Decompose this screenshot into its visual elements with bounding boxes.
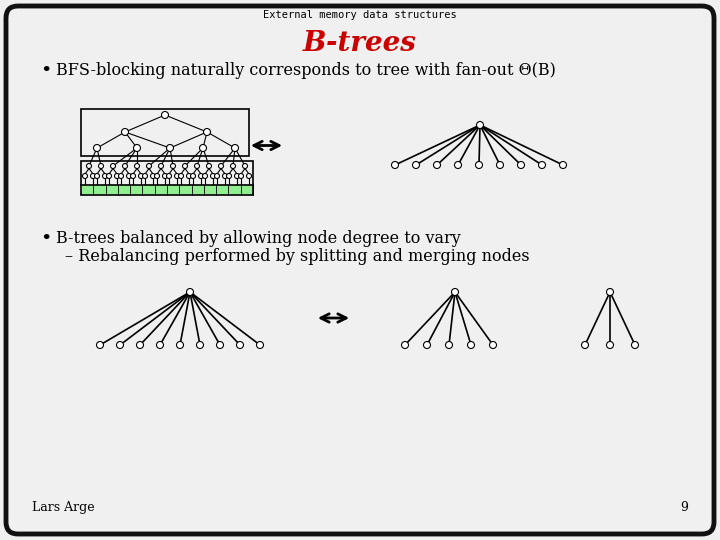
Circle shape xyxy=(102,173,107,179)
Circle shape xyxy=(186,173,192,179)
Circle shape xyxy=(451,288,459,295)
Circle shape xyxy=(94,173,99,179)
Circle shape xyxy=(215,173,220,179)
Circle shape xyxy=(246,173,251,179)
Circle shape xyxy=(197,341,204,348)
Circle shape xyxy=(218,164,223,168)
Text: B-trees balanced by allowing node degree to vary: B-trees balanced by allowing node degree… xyxy=(56,230,461,247)
Circle shape xyxy=(186,288,194,295)
FancyBboxPatch shape xyxy=(6,6,714,534)
Circle shape xyxy=(166,145,174,152)
Circle shape xyxy=(94,145,101,152)
Circle shape xyxy=(631,341,639,348)
Circle shape xyxy=(606,288,613,295)
Circle shape xyxy=(127,173,132,179)
Circle shape xyxy=(191,173,196,179)
Text: – Rebalancing performed by splitting and merging nodes: – Rebalancing performed by splitting and… xyxy=(65,248,530,265)
Circle shape xyxy=(143,173,148,179)
Text: BFS-blocking naturally corresponds to tree with fan-out Θ(B): BFS-blocking naturally corresponds to tr… xyxy=(56,62,556,79)
Circle shape xyxy=(179,173,184,179)
Text: External memory data structures: External memory data structures xyxy=(263,10,457,20)
Circle shape xyxy=(467,341,474,348)
Circle shape xyxy=(119,173,124,179)
Circle shape xyxy=(161,111,168,118)
Bar xyxy=(82,185,252,195)
Circle shape xyxy=(236,341,243,348)
Circle shape xyxy=(114,173,120,179)
Circle shape xyxy=(202,173,207,179)
Circle shape xyxy=(392,161,398,168)
Text: Lars Arge: Lars Arge xyxy=(32,501,94,514)
Circle shape xyxy=(137,341,143,348)
Circle shape xyxy=(210,173,215,179)
Circle shape xyxy=(222,173,228,179)
Circle shape xyxy=(117,341,124,348)
Circle shape xyxy=(182,164,187,168)
Circle shape xyxy=(243,164,248,168)
Circle shape xyxy=(96,341,104,348)
Circle shape xyxy=(490,341,497,348)
Circle shape xyxy=(199,173,204,179)
Circle shape xyxy=(122,129,128,136)
Circle shape xyxy=(174,173,179,179)
Circle shape xyxy=(122,164,127,168)
Circle shape xyxy=(107,173,112,179)
Circle shape xyxy=(150,173,156,179)
Circle shape xyxy=(91,173,96,179)
Text: •: • xyxy=(40,230,51,248)
Circle shape xyxy=(238,173,243,179)
Bar xyxy=(81,109,249,156)
Bar xyxy=(81,161,253,194)
Circle shape xyxy=(446,341,452,348)
Circle shape xyxy=(133,145,140,152)
Circle shape xyxy=(138,173,143,179)
Circle shape xyxy=(199,145,207,152)
Circle shape xyxy=(227,173,232,179)
Circle shape xyxy=(232,145,238,152)
Circle shape xyxy=(135,164,140,168)
Circle shape xyxy=(606,341,613,348)
Circle shape xyxy=(207,164,212,168)
Circle shape xyxy=(166,173,171,179)
Circle shape xyxy=(217,341,223,348)
Circle shape xyxy=(86,164,91,168)
Circle shape xyxy=(99,164,104,168)
Text: 9: 9 xyxy=(680,501,688,514)
Circle shape xyxy=(433,161,441,168)
Circle shape xyxy=(110,164,115,168)
Circle shape xyxy=(156,341,163,348)
Circle shape xyxy=(171,164,176,168)
Circle shape xyxy=(130,173,135,179)
Circle shape xyxy=(235,173,240,179)
Circle shape xyxy=(204,129,210,136)
Circle shape xyxy=(477,122,484,129)
Circle shape xyxy=(423,341,431,348)
Circle shape xyxy=(155,173,160,179)
Circle shape xyxy=(454,161,462,168)
Circle shape xyxy=(475,161,482,168)
Circle shape xyxy=(83,173,88,179)
Circle shape xyxy=(559,161,567,168)
Circle shape xyxy=(163,173,168,179)
Circle shape xyxy=(158,164,163,168)
Circle shape xyxy=(539,161,546,168)
Text: •: • xyxy=(40,62,51,80)
Circle shape xyxy=(582,341,588,348)
Circle shape xyxy=(256,341,264,348)
Circle shape xyxy=(402,341,408,348)
Circle shape xyxy=(413,161,420,168)
Circle shape xyxy=(518,161,524,168)
Text: B-trees: B-trees xyxy=(303,30,417,57)
Circle shape xyxy=(194,164,199,168)
Circle shape xyxy=(146,164,151,168)
Circle shape xyxy=(497,161,503,168)
Circle shape xyxy=(176,341,184,348)
Circle shape xyxy=(230,164,235,168)
